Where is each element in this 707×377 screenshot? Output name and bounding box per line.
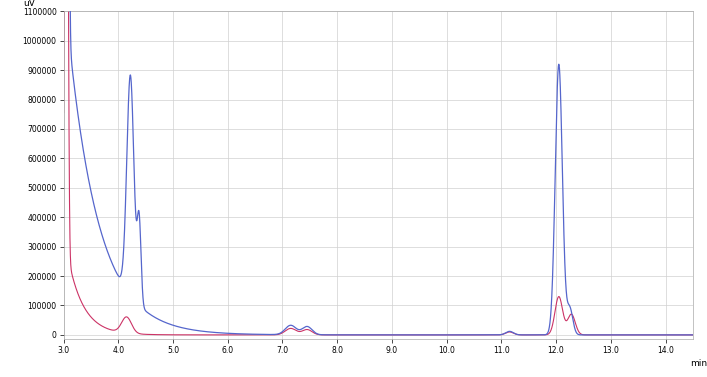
Y-axis label: uV: uV bbox=[23, 0, 35, 8]
X-axis label: min: min bbox=[691, 359, 707, 368]
